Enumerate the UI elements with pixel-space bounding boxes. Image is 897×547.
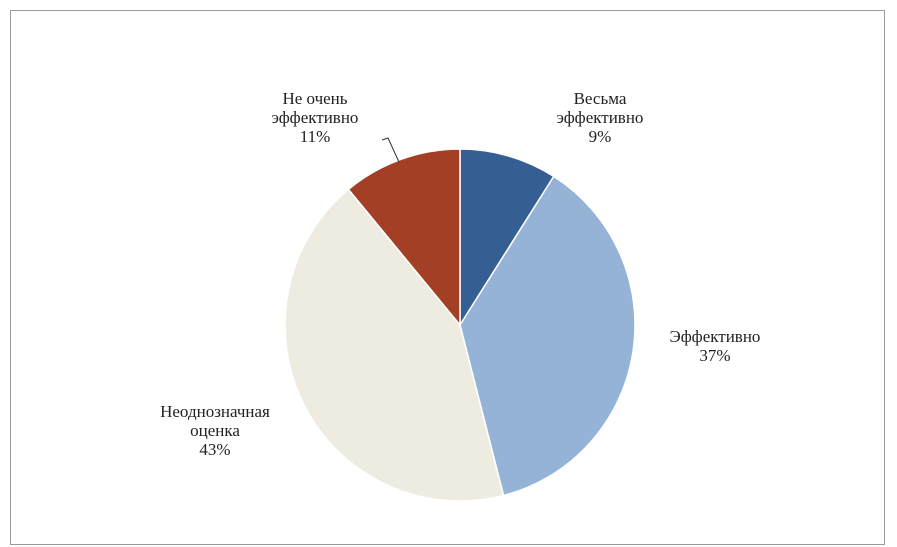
slice-label-line: оценка bbox=[190, 421, 240, 440]
slice-percent: 11% bbox=[300, 127, 331, 146]
pie-slice-vesma-effektivno bbox=[459, 148, 555, 328]
pie-slice-effektivno bbox=[459, 175, 636, 497]
pie-slices bbox=[284, 148, 636, 502]
slice-label-line: Не очень bbox=[282, 89, 347, 108]
slice-label-neodnoznachnaya-otsenka: Неоднозначная оценка 43% bbox=[160, 402, 270, 459]
slice-label-line: Весьма bbox=[574, 89, 627, 108]
slice-label-line: Эффективно bbox=[670, 327, 761, 346]
pie-slice-ne-ochen-effektivno bbox=[347, 148, 461, 328]
slice-label-vesma-effektivno: Весьма эффективно 9% bbox=[557, 89, 644, 146]
slice-labels: Весьма эффективно 9%Эффективно 37%Неоднозна… bbox=[160, 89, 760, 459]
slice-label-line: Неоднозначная bbox=[160, 402, 270, 421]
slice-percent: 9% bbox=[589, 127, 612, 146]
pie-slice-neodnoznachnaya-otsenka bbox=[284, 188, 505, 502]
slice-label-line: эффективно bbox=[272, 108, 359, 127]
slice-label-effektivno: Эффективно 37% bbox=[670, 327, 761, 365]
slice-percent: 37% bbox=[699, 346, 730, 365]
slice-percent: 43% bbox=[199, 440, 230, 459]
slice-label-ne-ochen-effektivno: Не очень эффективно 11% bbox=[272, 89, 359, 146]
slice-label-line: эффективно bbox=[557, 108, 644, 127]
leader-line-ne-ochen-effektivno bbox=[381, 137, 400, 163]
leader-lines bbox=[381, 137, 400, 163]
